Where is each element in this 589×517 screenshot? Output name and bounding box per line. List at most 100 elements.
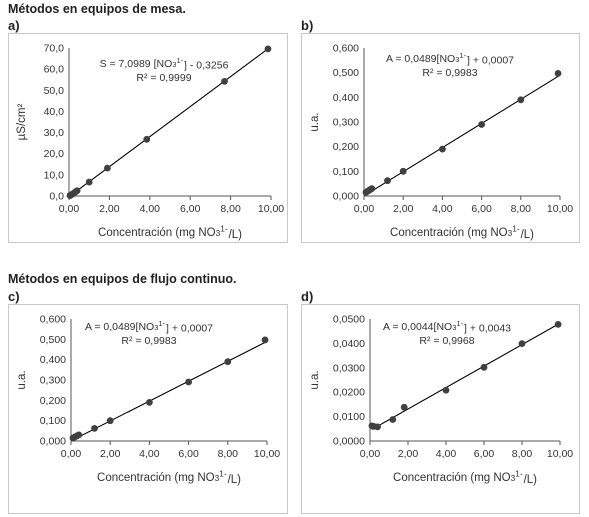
x-tick-label: 4,00 xyxy=(139,448,160,460)
x-tick-label: 10,00 xyxy=(547,203,573,215)
x-tick-label: 2,00 xyxy=(398,448,419,460)
data-point xyxy=(85,178,93,186)
data-point xyxy=(146,398,153,406)
data-point xyxy=(224,358,232,366)
data-point xyxy=(442,386,450,394)
y-tick-label: 40,0 xyxy=(44,106,65,118)
x-axis-title: Concentración (mg NO31- /L) xyxy=(98,224,242,240)
data-point xyxy=(384,177,391,185)
y-tick-label: 0,000 xyxy=(40,436,66,448)
data-point xyxy=(103,164,111,172)
x-tick-label: 0,00 xyxy=(354,203,375,215)
x-tick-label: 8,00 xyxy=(220,203,241,215)
y-tick-label: 0,100 xyxy=(333,166,359,178)
y-axis-title: u.a. xyxy=(16,370,28,389)
x-tick-label: 6,00 xyxy=(471,203,492,215)
data-point xyxy=(399,167,407,175)
data-point xyxy=(368,185,376,193)
trendline xyxy=(365,75,559,196)
regression-equation: S = 7,0989 [NO31- ] - 0,3256 xyxy=(100,56,229,72)
x-tick-label: 8,00 xyxy=(511,203,532,215)
y-tick-label: 0,200 xyxy=(333,141,359,153)
chart-panel-a: 0,0 10,0 20,0 30,0 40,0 50,0 60,0 70,0 0,00 2,00 4… xyxy=(8,33,288,243)
y-tick-label: 0,0300 xyxy=(333,362,365,374)
x-axis-title: Concentración (mg NO31- /L) xyxy=(390,224,534,240)
data-point xyxy=(261,336,269,344)
x-tick-label: 2,00 xyxy=(393,203,414,215)
data-point xyxy=(517,96,525,104)
y-tick-label: 50,0 xyxy=(44,85,65,97)
x-tick-label: 4,00 xyxy=(432,203,453,215)
data-point xyxy=(73,187,81,195)
chart-panel-b: 0,000 0,100 0,200 0,300 0,400 0,500 0,600 0,00 2… xyxy=(301,33,580,243)
data-point xyxy=(518,340,526,348)
x-axis-title: Concentración (mg NO31- /L) xyxy=(393,469,537,485)
y-tick-label: 0,000 xyxy=(333,191,359,203)
y-tick-label: 0,400 xyxy=(40,354,66,366)
y-tick-label: 60,0 xyxy=(44,64,65,76)
chart-b: 0,000 0,100 0,200 0,300 0,400 0,500 0,600 0,00 2… xyxy=(309,43,573,241)
y-tick-label: 0,100 xyxy=(40,415,66,427)
data-point xyxy=(374,423,381,431)
x-tick-label: 2,00 xyxy=(100,448,121,460)
x-tick-label: 4,00 xyxy=(140,203,161,215)
panel-letter-d: d) xyxy=(301,289,314,304)
trendline xyxy=(72,341,266,441)
y-tick-label: 30,0 xyxy=(44,127,65,139)
regression-equation: A = 0,0044[NO31- ] + 0,0043 xyxy=(383,319,511,335)
x-tick-label: 0,00 xyxy=(360,448,381,460)
trendline xyxy=(69,48,269,197)
y-tick-label: 0,500 xyxy=(333,67,359,79)
data-point xyxy=(221,78,228,85)
data-point xyxy=(91,424,98,432)
y-tick-label: 0,200 xyxy=(40,395,66,407)
data-point xyxy=(478,121,485,128)
chart-panel-c: 0,000 0,100 0,200 0,300 0,400 0,500 0,600 0,00 2… xyxy=(8,304,288,514)
chart-d: 0,0000 0,0100 0,0200 0,0300 0,0400 0,0500 0,00… xyxy=(309,314,573,486)
x-tick-label: 6,00 xyxy=(180,203,201,215)
regression-equation: A = 0,0489[NO31- ] + 0,0007 xyxy=(386,51,514,67)
data-point xyxy=(264,45,272,53)
y-tick-label: 0,0500 xyxy=(333,314,365,326)
panel-letter-b: b) xyxy=(301,18,314,33)
data-point xyxy=(554,70,562,77)
data-point xyxy=(554,320,562,328)
x-axis-title: Concentración (mg NO31- /L) xyxy=(97,469,241,485)
data-point xyxy=(185,378,193,386)
data-point xyxy=(480,363,488,371)
data-point xyxy=(400,403,408,411)
chart-panel-d: 0,0000 0,0100 0,0200 0,0300 0,0400 0,0500 0,00… xyxy=(301,304,580,514)
y-axis-title: u.a. xyxy=(309,370,321,389)
regression-equation: A = 0,0489[NO31- ] + 0,0007 xyxy=(85,319,213,335)
y-tick-label: 20,0 xyxy=(44,148,65,160)
section-title-flow: Métodos en equipos de flujo continuo. xyxy=(8,272,237,286)
y-tick-label: 0,0200 xyxy=(333,387,365,399)
x-tick-label: 0,00 xyxy=(59,203,80,215)
y-tick-label: 0,400 xyxy=(333,92,359,104)
y-tick-label: 0,300 xyxy=(40,375,66,387)
x-tick-label: 0,00 xyxy=(61,448,82,460)
y-tick-label: 70,0 xyxy=(44,43,65,55)
x-tick-label: 10,00 xyxy=(254,448,280,460)
panel-letter-c: c) xyxy=(8,289,20,304)
chart-a: 0,0 10,0 20,0 30,0 40,0 50,0 60,0 70,0 0,00 2,00 4… xyxy=(16,43,284,241)
r-squared: R² = 0,9999 xyxy=(136,72,191,84)
x-tick-label: 8,00 xyxy=(512,448,533,460)
y-tick-label: 0,0400 xyxy=(333,338,365,350)
x-tick-label: 2,00 xyxy=(99,203,120,215)
data-point xyxy=(75,431,83,439)
data-point xyxy=(106,417,114,425)
y-tick-label: 0,500 xyxy=(40,334,66,346)
r-squared: R² = 0,9983 xyxy=(422,67,477,79)
data-point xyxy=(439,145,446,153)
y-tick-label: 0,300 xyxy=(333,117,359,129)
chart-c: 0,000 0,100 0,200 0,300 0,400 0,500 0,600 0,00 2… xyxy=(16,314,280,486)
trendline xyxy=(371,323,559,430)
y-tick-label: 0,600 xyxy=(40,314,66,326)
x-tick-label: 6,00 xyxy=(178,448,199,460)
data-point xyxy=(143,135,151,143)
y-tick-label: 0,0000 xyxy=(333,436,365,448)
y-tick-label: 0,600 xyxy=(333,43,359,55)
y-axis-title: u.a. xyxy=(309,112,321,131)
r-squared: R² = 0,9968 xyxy=(419,335,474,347)
